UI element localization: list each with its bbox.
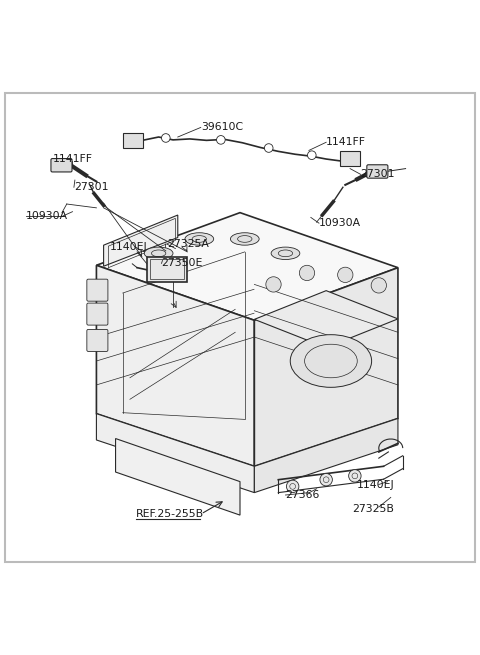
- Polygon shape: [104, 215, 178, 266]
- Polygon shape: [254, 419, 398, 493]
- FancyBboxPatch shape: [147, 257, 187, 282]
- Circle shape: [320, 474, 332, 486]
- Text: 1141FF: 1141FF: [52, 154, 92, 164]
- Text: REF.25-255B: REF.25-255B: [136, 509, 204, 519]
- Polygon shape: [254, 291, 398, 348]
- Text: 10930A: 10930A: [319, 218, 361, 228]
- Ellipse shape: [185, 233, 214, 245]
- FancyBboxPatch shape: [123, 133, 144, 147]
- Ellipse shape: [144, 247, 173, 259]
- Text: 27301: 27301: [74, 182, 108, 193]
- FancyBboxPatch shape: [339, 151, 360, 166]
- Circle shape: [371, 278, 386, 293]
- Polygon shape: [96, 213, 398, 320]
- Circle shape: [337, 267, 353, 282]
- Text: 27325B: 27325B: [352, 504, 395, 514]
- Circle shape: [308, 151, 316, 160]
- Text: 27350E: 27350E: [161, 258, 203, 269]
- Circle shape: [264, 143, 273, 153]
- Circle shape: [161, 134, 170, 142]
- FancyBboxPatch shape: [87, 303, 108, 325]
- Text: 1140EJ: 1140EJ: [357, 480, 395, 491]
- FancyBboxPatch shape: [51, 159, 72, 172]
- Ellipse shape: [271, 247, 300, 259]
- Ellipse shape: [290, 335, 372, 387]
- Text: 1140EJ: 1140EJ: [110, 242, 147, 252]
- Text: 10930A: 10930A: [25, 211, 68, 221]
- Text: 27366: 27366: [286, 490, 320, 500]
- Text: 39610C: 39610C: [201, 122, 243, 132]
- Text: 27325A: 27325A: [167, 239, 209, 249]
- Text: 27301: 27301: [360, 170, 395, 179]
- Circle shape: [300, 265, 315, 280]
- Circle shape: [287, 480, 299, 493]
- Text: 1141FF: 1141FF: [326, 138, 366, 147]
- Polygon shape: [254, 268, 398, 466]
- FancyBboxPatch shape: [367, 165, 388, 178]
- Ellipse shape: [230, 233, 259, 245]
- Polygon shape: [116, 439, 240, 515]
- FancyBboxPatch shape: [87, 279, 108, 301]
- Circle shape: [266, 277, 281, 292]
- Circle shape: [216, 136, 225, 144]
- Polygon shape: [96, 265, 254, 466]
- FancyBboxPatch shape: [87, 329, 108, 352]
- Polygon shape: [96, 414, 254, 493]
- Circle shape: [348, 470, 361, 482]
